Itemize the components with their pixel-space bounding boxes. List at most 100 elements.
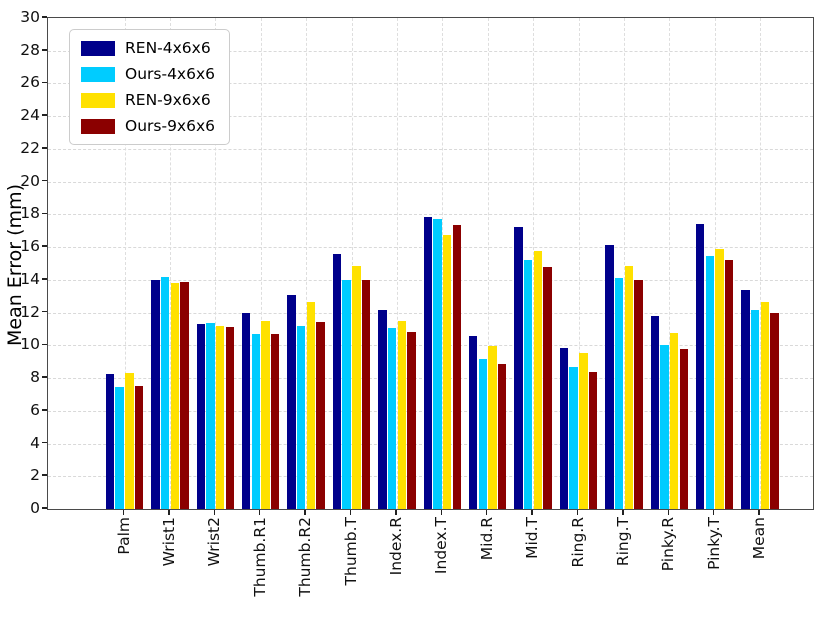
x-tick-mark [349,509,352,515]
x-tick-label-Index.R: Index.R [386,517,405,576]
bar-REN-9x6x6-Palm [125,373,134,509]
y-axis-label: Mean Error (mm) [4,184,26,347]
x-gridline [306,18,308,509]
y-tick-mark [42,376,47,378]
bar-Ours-9x6x6-Mid.T [543,266,552,509]
y-tick-mark [42,48,47,51]
bar-REN-4x6x6-Wrist2 [196,324,205,509]
bar-REN-4x6x6-Mid.T [514,226,523,509]
x-tick-label-Ring.R: Ring.R [568,517,587,568]
x-tick-label-Mid.T: Mid.T [523,517,542,559]
legend-swatch-icon [81,92,115,108]
x-tick-mark [258,509,261,515]
bar-REN-4x6x6-Index.R [378,310,387,509]
x-gridline [533,18,535,509]
bar-Ours-9x6x6-Ring.T [634,279,643,509]
bar-Ours-4x6x6-Pinky.T [705,256,715,509]
x-gridline [669,18,671,509]
bar-REN-9x6x6-Index.T [442,234,452,509]
bar-REN-9x6x6-Thumb.R1 [261,320,270,509]
bar-REN-9x6x6-Wrist1 [170,283,179,509]
x-tick-mark [213,509,216,515]
bar-REN-9x6x6-Pinky.R [669,333,679,509]
legend-label: Ours-9x6x6 [125,117,215,135]
bar-REN-9x6x6-Ring.T [624,265,633,509]
bar-REN-9x6x6-Mid.T [533,251,543,509]
legend: REN-4x6x6 Ours-4x6x6 REN-9x6x6 Ours-9x6x6 [69,29,230,145]
x-gridline [578,18,580,509]
bar-Ours-4x6x6-Mid.R [478,359,488,509]
bar-Ours-9x6x6-Ring.R [588,371,598,509]
bar-Ours-9x6x6-Index.T [452,225,462,509]
legend-swatch-icon [81,40,115,56]
x-tick-label-Wrist2: Wrist2 [205,517,224,567]
bar-Ours-4x6x6-Ring.T [614,278,624,509]
x-tick-mark [712,509,715,515]
x-tick-mark [576,509,579,515]
bar-REN-4x6x6-Mid.R [468,335,478,509]
y-tick-mark [42,409,47,411]
plot-area: REN-4x6x6 Ours-4x6x6 REN-9x6x6 Ours-9x6x6 [47,17,814,510]
bar-REN-4x6x6-Thumb.T [332,253,342,509]
y-tick-mark [42,441,47,444]
bar-Ours-4x6x6-Wrist2 [206,323,215,509]
x-tick-label-Index.T: Index.T [432,517,451,575]
y-tick-mark [42,278,47,280]
bar-REN-4x6x6-Ring.T [605,244,614,509]
legend-label: REN-9x6x6 [125,91,211,109]
bar-REN-4x6x6-Pinky.R [650,315,659,509]
y-tick-label: 2 [30,466,40,485]
y-tick-mark [42,310,47,313]
x-tick-label-Mean: Mean [750,517,769,560]
legend-item: REN-9x6x6 [81,91,215,109]
bar-Ours-4x6x6-Mid.T [524,260,533,509]
bar-Ours-9x6x6-Pinky.T [725,260,734,509]
x-gridline [396,18,398,509]
x-gridline [215,18,217,509]
y-tick-label: 16 [20,237,40,256]
x-tick-label-Ring.T: Ring.T [613,517,632,567]
y-tick-label: 4 [30,433,40,452]
x-tick-label-Thumb.R1: Thumb.R1 [250,517,269,597]
bar-Ours-4x6x6-Index.R [387,328,397,509]
x-gridline [714,18,716,509]
bar-Ours-4x6x6-Ring.R [569,366,578,509]
x-gridline [760,18,762,509]
bar-Ours-4x6x6-Wrist1 [160,277,170,509]
legend-item: Ours-4x6x6 [81,65,215,83]
x-tick-mark [622,509,624,515]
bar-REN-9x6x6-Thumb.T [352,265,361,509]
y-tick-mark [42,147,47,149]
x-tick-mark [485,509,488,515]
y-tick-mark [42,343,47,346]
bar-Ours-9x6x6-Thumb.R2 [316,322,325,509]
y-tick-label: 26 [20,73,40,92]
y-tick-label: 14 [20,269,40,288]
bar-REN-4x6x6-Index.T [423,216,432,509]
bar-Ours-4x6x6-Pinky.R [660,344,669,509]
y-tick-mark [42,179,47,182]
bar-REN-9x6x6-Mid.R [488,346,497,509]
y-tick-mark [42,16,47,18]
y-gridline [48,214,813,216]
y-tick-label: 0 [30,499,40,517]
y-gridline [48,50,813,52]
x-tick-mark [440,509,443,515]
y-tick-label: 10 [20,335,40,354]
bar-REN-9x6x6-Mean [760,301,770,509]
y-tick-label: 24 [20,106,40,125]
bar-REN-9x6x6-Wrist2 [215,325,225,509]
y-gridline [48,116,813,118]
x-tick-label-Palm: Palm [114,517,133,555]
x-gridline [124,18,126,509]
x-gridline [351,18,353,509]
legend-swatch-icon [81,118,115,134]
legend-swatch-icon [81,66,115,82]
bar-REN-4x6x6-Thumb.R1 [241,313,251,509]
x-tick-mark [168,509,170,515]
bar-REN-4x6x6-Palm [105,373,115,509]
bar-Ours-9x6x6-Index.R [407,332,416,509]
y-gridline [48,181,813,183]
x-gridline [442,18,444,509]
